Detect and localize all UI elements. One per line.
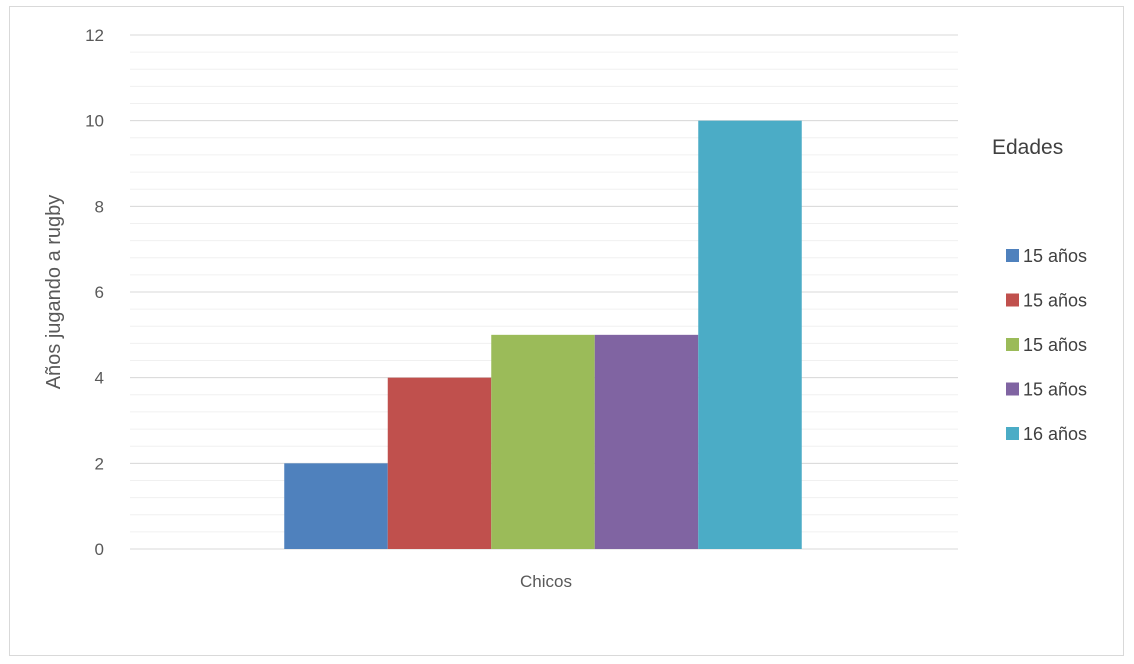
y-tick-label: 10 xyxy=(85,112,104,131)
y-tick-label: 12 xyxy=(85,26,104,45)
x-tick-label: Chicos xyxy=(520,572,572,591)
legend-swatch xyxy=(1006,249,1019,262)
bars-group xyxy=(284,120,802,550)
y-axis-title: Años jugando a rugby xyxy=(43,195,65,390)
y-tick-label: 8 xyxy=(95,197,104,216)
legend: 15 años 15 años 15 años 15 años 16 años xyxy=(1006,246,1087,444)
legend-label: 16 años xyxy=(1023,424,1087,444)
y-tick-label: 4 xyxy=(95,369,104,388)
bar-2 xyxy=(387,377,492,549)
legend-swatch xyxy=(1006,427,1019,440)
y-tick-label: 0 xyxy=(95,540,104,559)
legend-label: 15 años xyxy=(1023,380,1087,400)
legend-swatch xyxy=(1006,293,1019,307)
legend-swatch xyxy=(1006,338,1019,351)
legend-label: 15 años xyxy=(1023,246,1087,266)
y-tick-label: 6 xyxy=(95,283,104,302)
x-tick-labels: Chicos xyxy=(520,572,572,591)
bar-1 xyxy=(284,463,388,549)
legend-title: Edades xyxy=(992,136,1063,159)
legend-label: 15 años xyxy=(1023,291,1087,311)
legend-swatch xyxy=(1006,382,1019,396)
bar-4 xyxy=(594,334,699,549)
legend-label: 15 años xyxy=(1023,335,1087,355)
y-tick-label: 2 xyxy=(95,454,104,473)
bar-3 xyxy=(491,334,595,549)
y-tick-labels: 0 2 4 6 8 10 12 xyxy=(85,26,104,559)
bar-5 xyxy=(698,120,802,550)
